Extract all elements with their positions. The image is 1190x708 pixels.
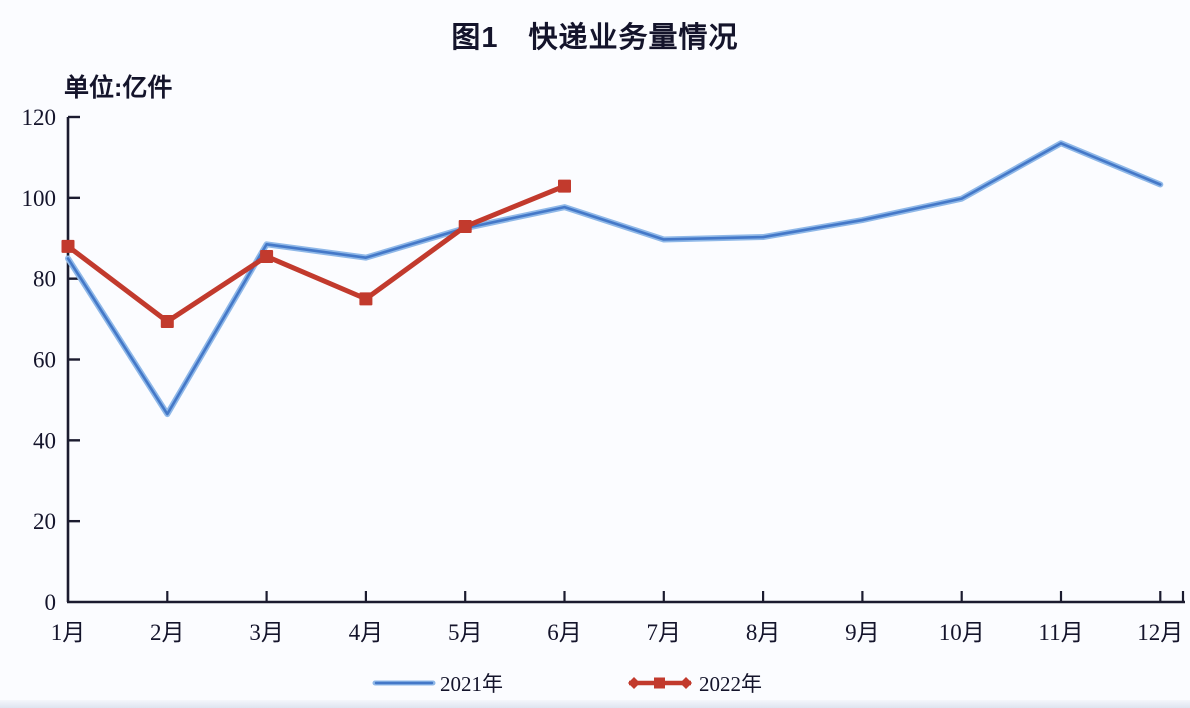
series-2022-marker <box>359 292 373 306</box>
series-2022-line <box>65 183 567 325</box>
legend-item-2022: 2022年 <box>625 668 762 698</box>
x-tick-label: 11月 <box>1038 620 1083 645</box>
y-tick-label: 40 <box>33 428 56 453</box>
x-tick-label: 7月 <box>647 620 682 645</box>
x-tick-label: 8月 <box>746 620 781 645</box>
unit-label: 单位:亿件 <box>64 74 173 102</box>
x-tick-label: 2月 <box>150 620 185 645</box>
line-swatch-2021-icon <box>372 680 436 686</box>
x-tick-label: 4月 <box>349 620 384 645</box>
legend-label-2021: 2021年 <box>440 672 503 696</box>
series-2022-marker <box>260 249 274 263</box>
y-tick-label: 0 <box>45 590 57 615</box>
x-tick-label: 1月 <box>51 620 86 645</box>
x-tick-label: 6月 <box>547 620 582 645</box>
x-tick-label: 10月 <box>939 620 985 645</box>
x-tick-label: 3月 <box>249 620 284 645</box>
x-tick-label: 12月 <box>1137 620 1183 645</box>
y-tick-label: 100 <box>22 186 57 211</box>
x-tick-label: 9月 <box>845 620 880 645</box>
y-tick-label: 20 <box>33 509 56 534</box>
legend-item-2021: 2021年 <box>372 668 503 698</box>
bottom-edge-strip <box>0 700 1190 708</box>
y-tick-label: 80 <box>33 267 56 292</box>
series-2022-marker <box>160 315 174 329</box>
y-tick-label: 120 <box>22 105 57 130</box>
y-tick-label: 60 <box>33 348 56 373</box>
chart-legend: 2021年 2022年 <box>0 668 1134 698</box>
series-2021-line <box>66 141 1162 416</box>
x-tick-label: 5月 <box>448 620 483 645</box>
line-swatch-2022-icon <box>628 677 692 689</box>
series-2022-marker <box>458 220 472 234</box>
series-2022-marker <box>558 179 571 193</box>
chart-title: 图1 快递业务量情况 <box>451 22 739 54</box>
series-2022-marker <box>61 239 75 253</box>
legend-label-2022: 2022年 <box>699 672 762 696</box>
